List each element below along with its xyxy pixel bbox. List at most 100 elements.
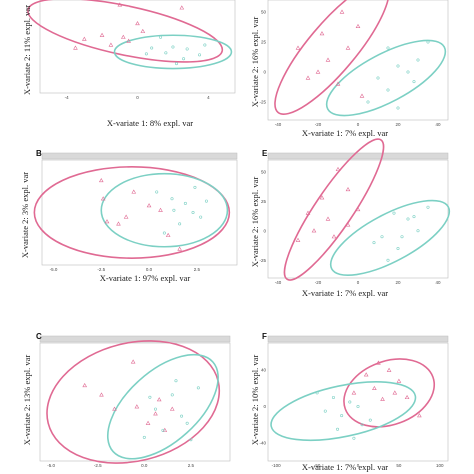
- x-axis-title: X-variate 1: 7% expl. var: [302, 128, 388, 138]
- data-point-triangle: [345, 45, 351, 50]
- data-point-circle: [352, 436, 356, 440]
- data-point-circle: [199, 215, 203, 219]
- x-axis-title: X-variate 1: 7% expl. var: [302, 288, 388, 298]
- x-tick-label: 0.0: [141, 463, 148, 468]
- y-tick-label: -25: [259, 258, 266, 263]
- data-point-triangle: [372, 385, 377, 390]
- panel-letter: F: [262, 332, 267, 341]
- panel-5: C -5.0 -2.5 0.0 2.5 X-variate 2: 13% expl. va…: [22, 332, 231, 468]
- y-tick-label: 40: [261, 368, 267, 373]
- y-tick-label: 0: [263, 404, 266, 409]
- y-axis-title: X-variate 2: 3% expl. var: [20, 172, 30, 258]
- data-point-triangle: [396, 378, 402, 383]
- data-point-circle: [204, 199, 208, 203]
- plot-frame: [267, 342, 449, 462]
- data-point-triangle: [123, 214, 129, 219]
- data-point-triangle: [404, 394, 410, 400]
- data-point-triangle: [134, 404, 140, 409]
- data-point-triangle: [319, 31, 325, 36]
- x-tick-label: 50: [396, 463, 402, 468]
- y-axis-title: X-variate 2: 16% expl. var: [250, 177, 260, 268]
- y-tick-label: 0: [263, 70, 266, 75]
- data-point-triangle: [325, 57, 331, 62]
- data-point-circle: [396, 106, 400, 110]
- x-axis-title: X-variate 1: 8% expl. var: [107, 118, 193, 128]
- y-tick-label: 25: [261, 199, 267, 204]
- confidence-ellipse: [343, 358, 436, 428]
- data-point-circle: [360, 423, 364, 427]
- data-point-circle: [162, 231, 166, 235]
- x-tick-label: -40: [275, 122, 282, 127]
- confidence-ellipse: [270, 381, 417, 442]
- data-point-triangle: [112, 406, 117, 411]
- data-point-circle: [148, 395, 152, 399]
- x-tick-label: 0: [357, 463, 360, 468]
- data-point-circle: [172, 208, 176, 212]
- data-point-circle: [412, 80, 416, 84]
- data-point-triangle: [355, 23, 361, 29]
- plot-frame: [267, 0, 449, 121]
- x-axis-title: X-variate 1: 97% expl. var: [100, 273, 191, 283]
- y-tick-label: -40: [259, 440, 266, 445]
- data-point-circle: [193, 185, 197, 189]
- data-point-circle: [412, 215, 416, 219]
- panel-6: F -100 -50 0 50 100 40 0 -40 X-variate 1: 7% expl…: [250, 332, 449, 472]
- data-point-circle: [155, 190, 159, 194]
- x-tick-label: -20: [315, 280, 322, 285]
- y-axis-title: X-variate 2: 11% expl. var: [22, 5, 32, 95]
- data-point-triangle: [177, 246, 182, 251]
- data-point-circle: [323, 409, 327, 413]
- data-point-circle: [426, 40, 430, 44]
- y-tick-label: -25: [259, 100, 266, 105]
- data-point-triangle: [355, 207, 361, 212]
- data-point-triangle: [117, 2, 123, 7]
- confidence-ellipse: [329, 199, 451, 277]
- x-tick-label: 0.0: [146, 267, 153, 272]
- data-point-circle: [372, 241, 376, 245]
- data-point-circle: [406, 217, 410, 221]
- data-point-circle: [142, 435, 146, 439]
- data-point-triangle: [325, 216, 331, 221]
- data-point-circle: [426, 205, 430, 209]
- data-point-triangle: [335, 166, 341, 172]
- data-point-circle: [336, 427, 340, 431]
- data-point-triangle: [363, 372, 369, 377]
- y-tick-label: 50: [261, 169, 267, 174]
- data-point-triangle: [145, 420, 151, 425]
- data-point-triangle: [315, 69, 321, 74]
- data-point-circle: [185, 47, 189, 51]
- panel-2: -40 -20 0 20 40 50 25 0 -25 X-variate 1: 7% expl.…: [250, 0, 449, 138]
- data-point-triangle: [99, 392, 104, 397]
- data-point-triangle: [116, 221, 121, 226]
- data-point-triangle: [135, 20, 140, 26]
- data-point-circle: [380, 235, 384, 239]
- data-point-triangle: [165, 232, 171, 237]
- data-point-circle: [161, 428, 165, 432]
- x-tick-label: -5.0: [50, 267, 58, 272]
- data-point-triangle: [98, 178, 104, 183]
- y-axis-title: X-variate 2: 13% expl. var: [22, 355, 32, 446]
- data-point-circle: [164, 51, 168, 55]
- x-tick-label: -4: [65, 95, 69, 100]
- x-tick-label: -20: [315, 122, 322, 127]
- data-point-circle: [315, 391, 319, 395]
- data-point-circle: [170, 393, 174, 397]
- data-point-triangle: [331, 234, 337, 239]
- data-point-circle: [189, 438, 193, 442]
- data-point-circle: [406, 70, 410, 74]
- data-point-triangle: [345, 186, 351, 192]
- data-point-circle: [356, 405, 360, 409]
- data-point-triangle: [319, 195, 325, 200]
- x-tick-label: 20: [395, 280, 401, 285]
- confidence-ellipse: [46, 340, 221, 464]
- data-point-circle: [144, 52, 148, 56]
- data-point-triangle: [345, 222, 351, 227]
- y-axis-title: X-variate 2: 10% expl. var: [250, 355, 260, 446]
- x-tick-label: 0: [357, 280, 360, 285]
- data-point-triangle: [100, 196, 106, 201]
- x-tick-label: 40: [435, 280, 441, 285]
- x-tick-label: 40: [435, 122, 441, 127]
- data-point-circle: [386, 46, 390, 50]
- data-point-triangle: [311, 228, 317, 233]
- x-tick-label: -2.5: [97, 267, 105, 272]
